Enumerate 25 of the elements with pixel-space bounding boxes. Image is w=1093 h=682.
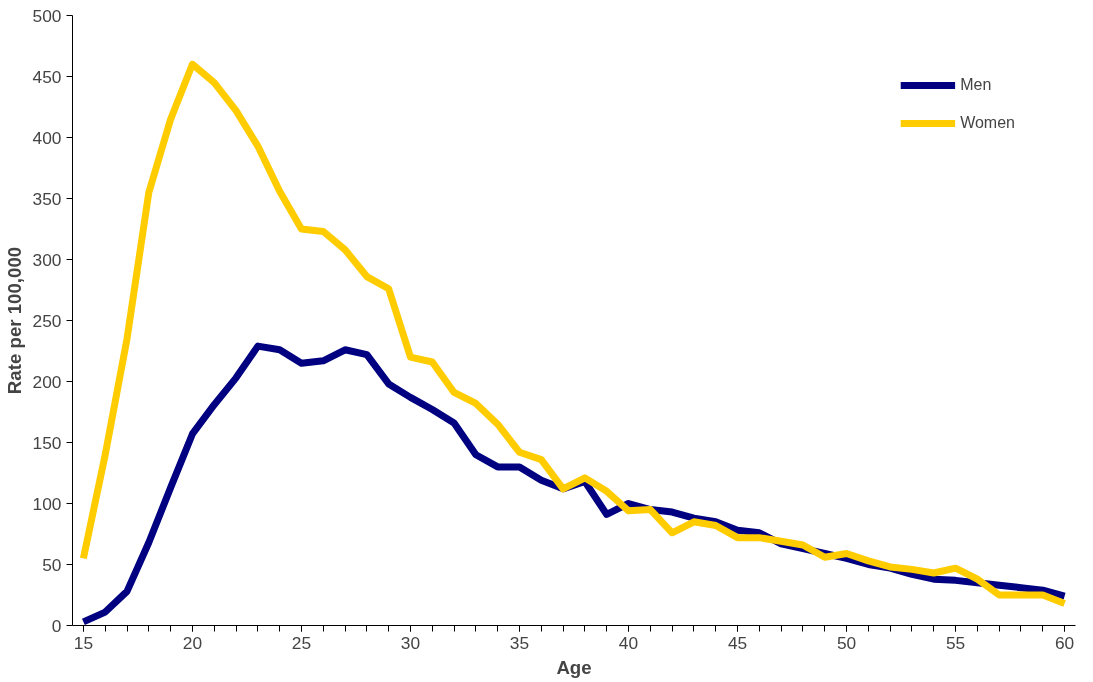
- x-tick-label: 50: [836, 632, 857, 653]
- x-tick-label: 15: [73, 632, 94, 653]
- x-tick-label: 55: [945, 632, 966, 653]
- x-tick-label: 20: [182, 632, 203, 653]
- y-axis-title: Rate per 100,000: [3, 246, 25, 395]
- x-tick-label: 35: [509, 632, 530, 653]
- x-tick-label: 60: [1054, 632, 1075, 653]
- y-tick-label: 300: [32, 249, 62, 270]
- y-tick-label: 150: [32, 432, 62, 453]
- x-axis-title: Age: [556, 656, 592, 678]
- y-tick-label: 100: [32, 493, 62, 514]
- y-tick-label: 500: [32, 5, 62, 26]
- y-tick-label: 350: [32, 188, 62, 209]
- y-tick-label: 400: [32, 127, 62, 148]
- legend-label: Men: [960, 76, 992, 94]
- x-tick-label: 45: [727, 632, 748, 653]
- x-tick-label: 30: [400, 632, 421, 653]
- y-tick-label: 0: [51, 615, 62, 636]
- y-tick-label: 200: [32, 371, 62, 392]
- x-tick-label: 40: [618, 632, 639, 653]
- x-tick-label: 25: [291, 632, 312, 653]
- y-tick-label: 250: [32, 310, 62, 331]
- y-tick-label: 450: [32, 66, 62, 87]
- legend-label: Women: [960, 114, 1015, 132]
- y-tick-label: 50: [42, 554, 62, 575]
